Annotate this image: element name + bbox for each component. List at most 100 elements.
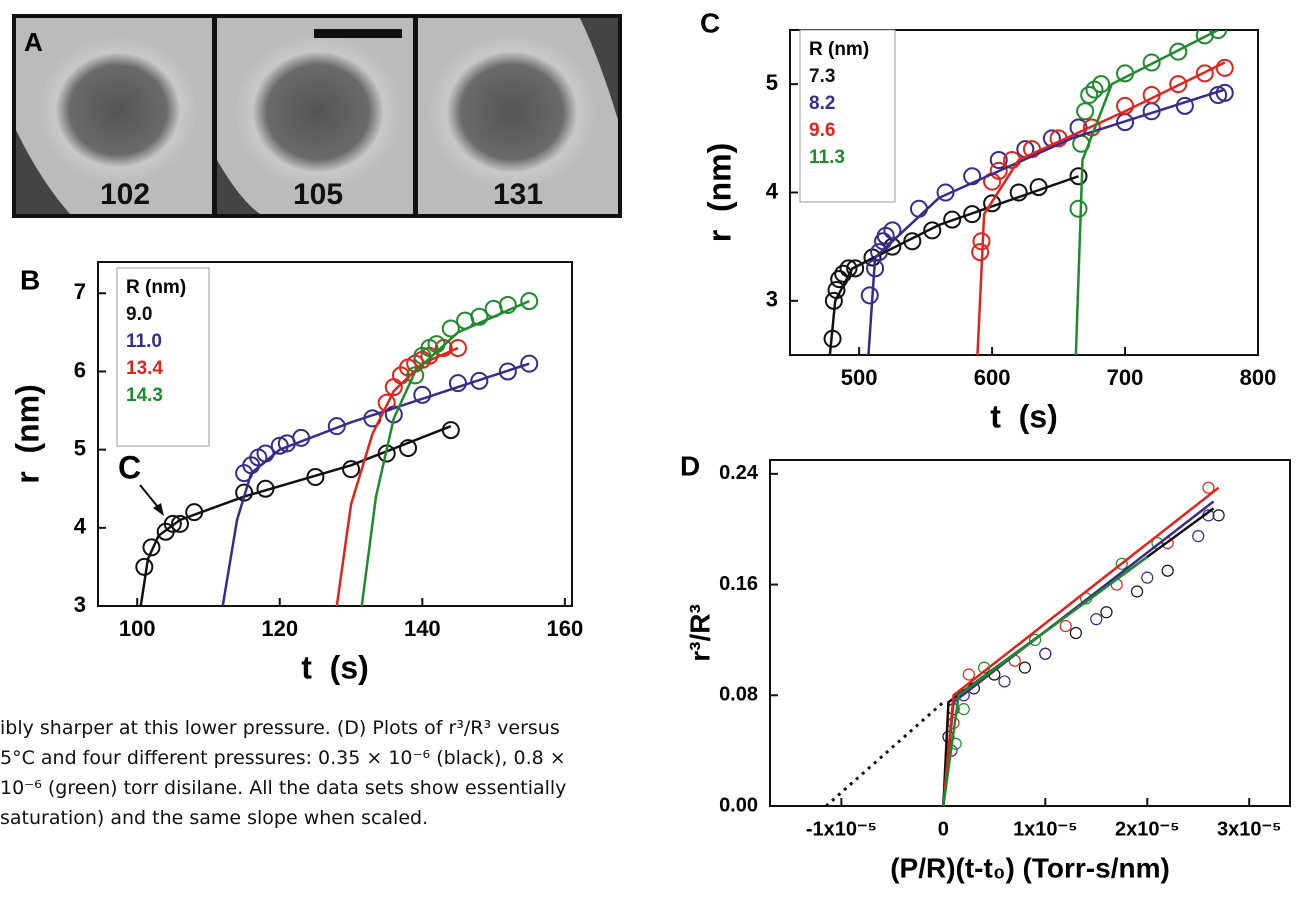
- plot-frame: [769, 459, 1291, 807]
- plot-frame: [97, 261, 573, 607]
- legend-entry: 11.3: [809, 147, 845, 168]
- data-point: [441, 421, 460, 440]
- data-point: [957, 703, 970, 716]
- data-point: [1092, 75, 1111, 94]
- data-point: [327, 417, 346, 436]
- x-tick-label: -1x10⁻⁵: [806, 818, 877, 840]
- data-point: [1076, 102, 1095, 121]
- data-point: [1142, 53, 1161, 72]
- data-point: [1130, 585, 1144, 598]
- data-point: [962, 668, 975, 681]
- data-point: [498, 296, 517, 314]
- data-point: [520, 354, 539, 373]
- x-axis-title: t (s): [990, 398, 1058, 434]
- data-point: [1100, 606, 1113, 619]
- legend-entry: 9.0: [126, 304, 152, 325]
- legend-entry: 14.3: [126, 385, 163, 406]
- x-tick-label: 1x10⁻⁵: [1013, 818, 1077, 840]
- data-point: [448, 339, 467, 357]
- data-point: [342, 460, 361, 479]
- data-point: [834, 264, 853, 283]
- micrograph: [217, 18, 413, 214]
- fit-line: [221, 362, 530, 606]
- data-point: [860, 286, 879, 305]
- data-point: [498, 362, 517, 381]
- legend-title: R (nm): [126, 277, 186, 298]
- data-point: [909, 199, 928, 218]
- data-point: [470, 307, 489, 326]
- scale-bar: [314, 29, 402, 38]
- data-point: [1080, 86, 1099, 104]
- data-point: [142, 538, 161, 557]
- data-point: [1195, 64, 1214, 83]
- extrapolation-line: [825, 701, 945, 806]
- legend-entry: 7.3: [809, 66, 835, 87]
- legend-entry: 9.6: [809, 120, 835, 141]
- panel-label: A: [24, 27, 43, 57]
- data-point: [1192, 530, 1205, 543]
- data-point: [943, 210, 962, 229]
- data-point: [163, 514, 182, 533]
- plot-area: [135, 292, 539, 606]
- data-point: [1202, 481, 1215, 494]
- data-point: [1069, 199, 1088, 218]
- data-point: [1090, 613, 1103, 626]
- x-tick-label: 700: [1107, 365, 1144, 390]
- data-point: [846, 259, 865, 278]
- plot-area: [823, 30, 1234, 355]
- x-tick-label: 3x10⁻⁵: [1217, 818, 1281, 840]
- x-tick-label: 100: [119, 616, 156, 641]
- fit-line: [976, 61, 1226, 355]
- y-tick-label: 7: [74, 279, 86, 304]
- data-point: [1169, 42, 1188, 61]
- caption-line: ibly sharper at this lower pressure. (D)…: [0, 717, 560, 739]
- legend-box: [799, 29, 896, 203]
- data-point: [406, 366, 425, 385]
- data-point: [1018, 661, 1032, 674]
- x-tick-label: 160: [547, 616, 584, 641]
- data-point: [1215, 58, 1234, 77]
- data-point: [971, 243, 990, 262]
- data-point: [1141, 571, 1154, 584]
- y-tick-label: 5: [766, 70, 778, 95]
- data-point: [470, 371, 489, 390]
- annotation-arrowhead: [153, 503, 164, 516]
- data-point: [1059, 619, 1072, 633]
- panel-a: A 102 105 131: [12, 14, 622, 218]
- data-point: [1069, 167, 1088, 186]
- caption-line: saturation) and the same slope when scal…: [0, 807, 429, 829]
- y-tick-label: 4: [74, 514, 87, 539]
- y-tick-label: 0.24: [719, 462, 759, 484]
- data-point: [923, 221, 942, 240]
- y-tick-label: 3: [766, 287, 778, 312]
- data-point: [1169, 75, 1188, 94]
- fit-line: [942, 507, 1215, 806]
- y-tick-label: 4: [766, 178, 779, 203]
- data-point: [1069, 626, 1082, 640]
- x-tick-label: 800: [1240, 365, 1277, 390]
- data-point: [1209, 30, 1228, 39]
- fit-line: [139, 425, 452, 606]
- data-point: [1115, 557, 1128, 570]
- x-tick-label: 500: [841, 365, 878, 390]
- frame-label: 102: [100, 178, 150, 211]
- y-tick-label: 0.00: [719, 794, 758, 816]
- data-point: [989, 161, 1008, 180]
- y-tick-label: 5: [74, 435, 86, 460]
- plot-area: [825, 481, 1225, 806]
- chart: C 500 600 700 800 3 4 5 t (s) r (nm) R (nm) 7.3 8.2 9…: [700, 7, 1276, 434]
- fit-line: [867, 88, 1226, 355]
- y-axis-title: r³/R³: [684, 604, 715, 662]
- y-tick-label: 0.08: [719, 684, 758, 706]
- fit-line: [1074, 30, 1219, 355]
- y-axis-title: r (nm): [9, 384, 45, 484]
- x-tick-label: 600: [974, 365, 1011, 390]
- data-point: [441, 319, 460, 338]
- data-point: [989, 151, 1008, 169]
- micrograph: [418, 18, 618, 214]
- data-point: [963, 205, 982, 224]
- caption: ibly sharper at this lower pressure. (D)…: [0, 713, 566, 833]
- data-point: [883, 221, 902, 240]
